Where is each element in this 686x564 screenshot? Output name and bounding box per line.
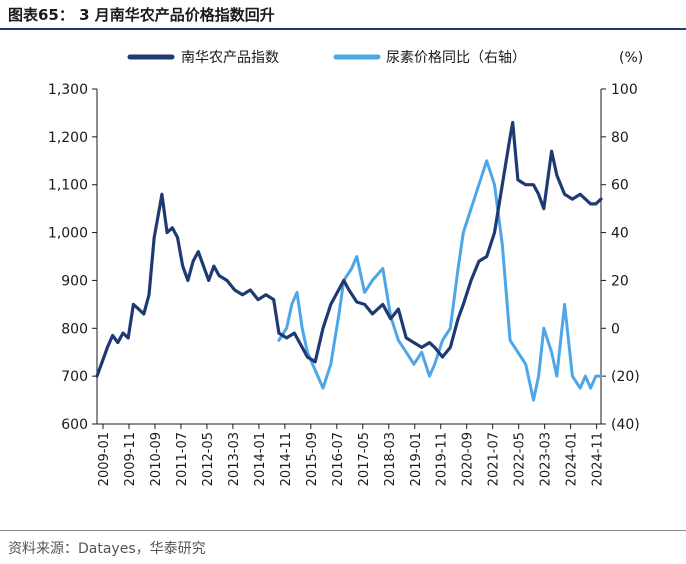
x-tick-label: 2019-11	[435, 432, 450, 486]
right-tick-label: 60	[611, 178, 629, 194]
x-tick-label: 2024-11	[591, 432, 606, 486]
series-line-urea-yoy	[277, 159, 603, 402]
x-tick-label: 2024-01	[565, 432, 580, 486]
x-tick-label: 2010-09	[149, 432, 164, 486]
left-tick-label: 1,200	[48, 130, 88, 146]
right-tick-label: (40)	[611, 417, 640, 433]
left-tick-label: 1,100	[48, 178, 88, 194]
legend-label-urea-yoy: 尿素价格同比（右轴）	[386, 50, 526, 66]
x-tick-label: 2012-05	[201, 432, 216, 486]
left-axis-ticks: 600 700 800 900 1,000 1,100 1,200 1,300	[48, 82, 97, 433]
legend-label-agri-index: 南华农产品指数	[181, 50, 279, 66]
left-tick-label: 1,000	[48, 226, 88, 242]
left-tick-label: 700	[61, 369, 88, 385]
x-tick-label: 2017-05	[357, 432, 372, 486]
x-tick-label: 2016-07	[331, 432, 346, 486]
left-tick-label: 900	[61, 273, 88, 289]
axes	[96, 89, 602, 425]
x-tick-label: 2011-07	[175, 432, 190, 486]
title-rule	[0, 28, 686, 30]
series-lines	[95, 120, 603, 402]
x-tick-label: 2014-01	[253, 432, 268, 486]
right-tick-label: 80	[611, 130, 629, 146]
figure-title: 图表65： 3 月南华农产品价格指数回升	[8, 6, 275, 24]
right-axis-ticks: (40) (20) 0 20 40 60 80 100	[601, 82, 640, 433]
x-axis-ticks: 2009-01 2009-11 2010-09 2011-07 2012-05 2013-…	[97, 424, 606, 486]
x-tick-label: 2019-01	[409, 432, 424, 486]
x-tick-label: 2015-09	[305, 432, 320, 486]
series-line-agri-index	[95, 120, 603, 378]
x-tick-label: 2013-03	[227, 432, 242, 486]
x-tick-label: 2014-11	[279, 432, 294, 486]
left-tick-label: 800	[61, 321, 88, 337]
left-tick-label: 600	[61, 417, 88, 433]
legend: 南华农产品指数 尿素价格同比（右轴）	[127, 50, 526, 66]
right-tick-label: 0	[611, 321, 620, 337]
dual-axis-line-chart: 南华农产品指数 尿素价格同比（右轴） (%) 6007008009001,000…	[48, 50, 643, 486]
left-tick-label: 1,300	[48, 82, 88, 98]
source-rule	[0, 530, 686, 531]
right-tick-label: 20	[611, 273, 629, 289]
right-tick-label: (20)	[611, 369, 640, 385]
source-note: 资料来源：Datayes，华泰研究	[8, 541, 206, 557]
right-tick-label: 40	[611, 226, 629, 242]
x-tick-label: 2009-01	[97, 432, 112, 486]
right-axis-unit: (%)	[619, 50, 643, 66]
x-tick-label: 2018-03	[383, 432, 398, 486]
right-tick-label: 100	[611, 82, 638, 98]
x-tick-label: 2009-11	[123, 432, 138, 486]
x-tick-label: 2023-03	[539, 432, 554, 486]
x-tick-label: 2020-09	[461, 432, 476, 486]
x-tick-label: 2022-05	[513, 432, 528, 486]
x-tick-label: 2021-07	[487, 432, 502, 486]
